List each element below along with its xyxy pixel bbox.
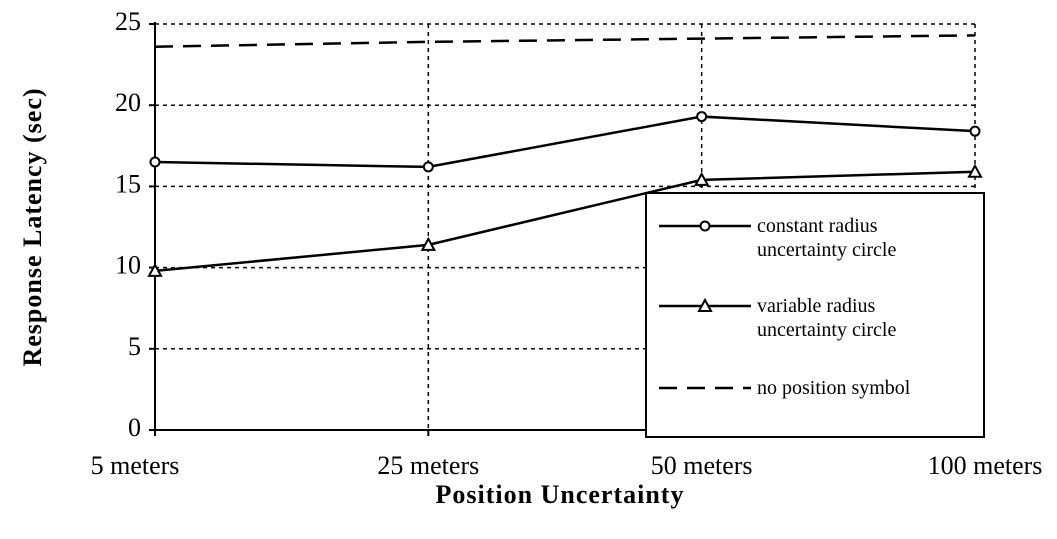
marker-circle [149,156,161,168]
legend-label: variable radius uncertainty circle [757,295,897,341]
y-tick-label: 15 [115,169,141,198]
marker-circle [422,161,434,173]
legend-entry: variable radius uncertainty circle [657,294,967,342]
y-tick-label: 10 [115,251,141,280]
marker-circle [969,125,981,137]
y-tick-label: 0 [128,413,141,442]
y-tick-label: 25 [115,7,141,36]
series-line [154,115,976,169]
legend-entry: constant radius uncertainty circle [657,214,967,262]
x-axis-label: Position Uncertainty [436,480,685,509]
marker-triangle [693,171,710,186]
legend-swatch [659,220,751,232]
marker-triangle [967,163,983,178]
marker-circle [696,111,708,123]
legend-swatch [659,386,751,390]
x-tick-label: 50 meters [651,451,753,480]
y-axis-label: Response Latency (sec) [18,87,47,366]
series-line [154,34,976,48]
x-tick-label: 5 meters [91,451,180,480]
legend-swatch [659,297,751,312]
y-tick-label: 20 [115,88,141,117]
y-tick-label: 5 [128,332,141,361]
legend: constant radius uncertainty circle variab… [645,192,985,438]
marker-triangle [420,236,437,251]
series-line [154,170,976,273]
legend-label: no position symbol [757,377,911,399]
legend-entry: no position symbol [657,376,967,400]
marker-triangle [147,262,163,277]
x-tick-label: 100 meters [928,451,1043,480]
marker-triangle [697,297,713,312]
legend-label: constant radius uncertainty circle [757,215,897,261]
x-tick-label: 25 meters [377,451,479,480]
marker-circle [699,220,711,232]
